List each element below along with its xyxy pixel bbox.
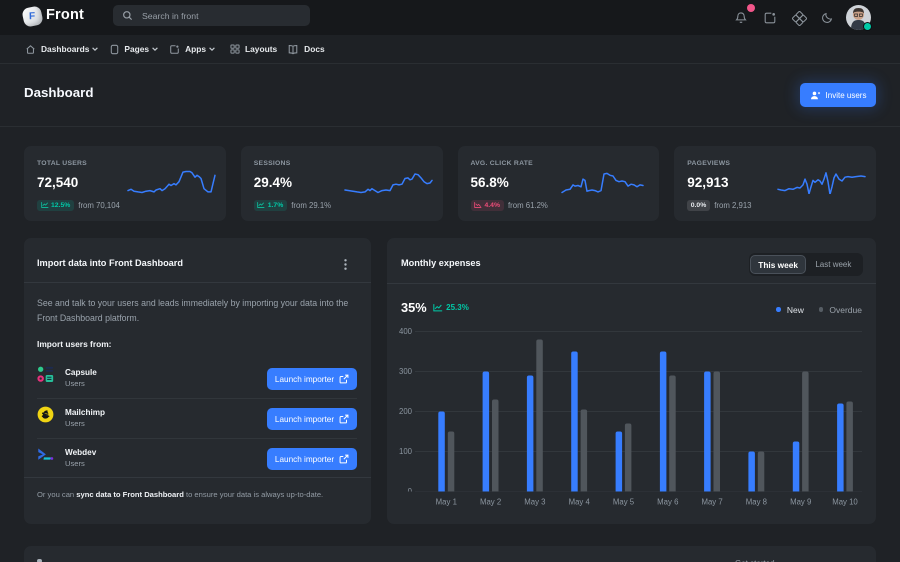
svg-text:May 5: May 5 xyxy=(613,498,635,507)
svg-text:400: 400 xyxy=(399,327,413,336)
svg-text:May 4: May 4 xyxy=(569,498,591,507)
svg-text:May 6: May 6 xyxy=(657,498,678,507)
svg-text:May 3: May 3 xyxy=(524,498,545,507)
svg-text:May 2: May 2 xyxy=(480,498,501,507)
svg-text:100: 100 xyxy=(399,447,413,456)
svg-text:May 7: May 7 xyxy=(701,498,722,507)
svg-text:200: 200 xyxy=(399,407,413,416)
svg-text:300: 300 xyxy=(399,367,413,376)
svg-text:May 1: May 1 xyxy=(436,498,457,507)
svg-text:May 8: May 8 xyxy=(746,498,767,507)
svg-text:May 10: May 10 xyxy=(832,498,858,507)
svg-text:May 9: May 9 xyxy=(790,498,811,507)
